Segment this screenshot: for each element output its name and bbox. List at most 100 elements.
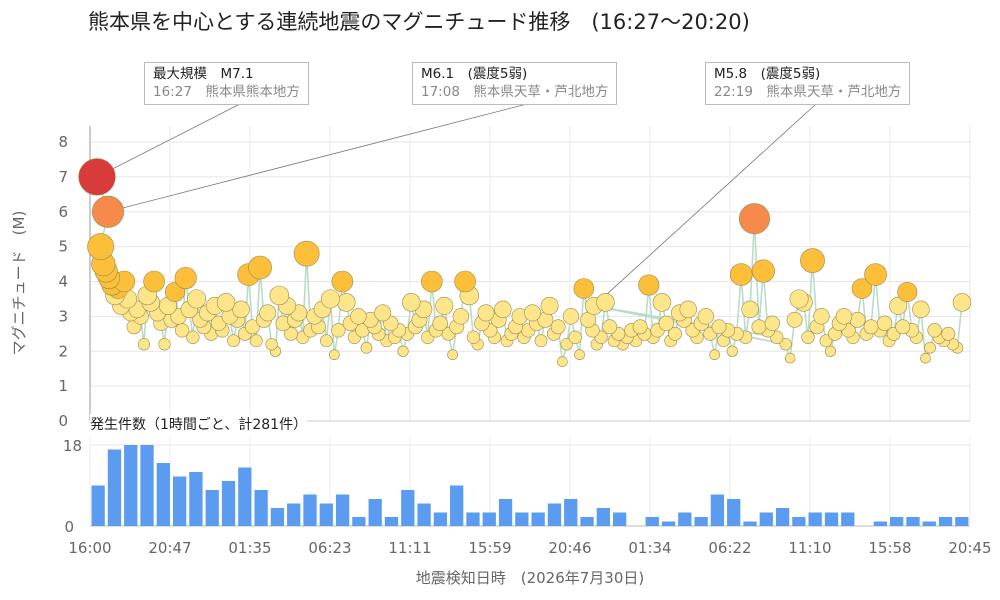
magnitude-point[interactable] bbox=[876, 315, 893, 332]
magnitude-point[interactable] bbox=[679, 300, 697, 319]
count-bar[interactable] bbox=[694, 517, 708, 526]
magnitude-point[interactable] bbox=[924, 341, 936, 354]
magnitude-point[interactable] bbox=[652, 293, 672, 312]
count-bar[interactable] bbox=[352, 517, 366, 526]
magnitude-point[interactable] bbox=[374, 304, 392, 322]
magnitude-point[interactable] bbox=[800, 248, 825, 273]
magnitude-point[interactable] bbox=[849, 311, 866, 328]
count-bar[interactable] bbox=[368, 499, 382, 526]
magnitude-point[interactable] bbox=[320, 289, 340, 309]
magnitude-point[interactable] bbox=[454, 270, 476, 293]
magnitude-point[interactable] bbox=[697, 308, 715, 325]
magnitude-point[interactable] bbox=[187, 289, 207, 309]
magnitude-point[interactable] bbox=[813, 308, 830, 325]
magnitude-point[interactable] bbox=[863, 319, 879, 335]
magnitude-point[interactable] bbox=[524, 304, 541, 322]
magnitude-point[interactable] bbox=[534, 334, 548, 348]
count-bar[interactable] bbox=[450, 485, 464, 527]
magnitude-point[interactable] bbox=[741, 300, 759, 319]
magnitude-point[interactable] bbox=[789, 289, 809, 309]
count-bar[interactable] bbox=[922, 521, 936, 527]
magnitude-point[interactable] bbox=[248, 255, 272, 280]
magnitude-point[interactable] bbox=[78, 158, 116, 196]
magnitude-point[interactable] bbox=[851, 278, 873, 299]
magnitude-point[interactable] bbox=[786, 311, 803, 328]
magnitude-point[interactable] bbox=[779, 338, 792, 351]
magnitude-point[interactable] bbox=[739, 203, 770, 235]
count-bar[interactable] bbox=[710, 494, 725, 527]
count-bar[interactable] bbox=[792, 517, 806, 526]
magnitude-point[interactable] bbox=[550, 319, 566, 335]
magnitude-point[interactable] bbox=[632, 319, 648, 335]
count-bar[interactable] bbox=[531, 512, 545, 527]
magnitude-point[interactable] bbox=[284, 326, 298, 341]
magnitude-point[interactable] bbox=[952, 293, 972, 312]
count-bar[interactable] bbox=[824, 512, 839, 527]
magnitude-point[interactable] bbox=[137, 338, 151, 351]
magnitude-point[interactable] bbox=[751, 259, 775, 283]
magnitude-point[interactable] bbox=[729, 263, 753, 286]
count-bar[interactable] bbox=[221, 481, 236, 526]
count-bar[interactable] bbox=[482, 512, 496, 527]
magnitude-point[interactable] bbox=[329, 349, 340, 361]
count-bar[interactable] bbox=[384, 517, 399, 526]
magnitude-point[interactable] bbox=[711, 319, 727, 335]
count-bar[interactable] bbox=[612, 512, 627, 527]
magnitude-point[interactable] bbox=[912, 300, 930, 319]
magnitude-point[interactable] bbox=[350, 308, 367, 325]
magnitude-point[interactable] bbox=[658, 315, 674, 332]
magnitude-point[interactable] bbox=[452, 308, 470, 325]
count-bar[interactable] bbox=[938, 517, 953, 526]
magnitude-point[interactable] bbox=[320, 334, 333, 348]
count-bar[interactable] bbox=[91, 485, 105, 527]
magnitude-point[interactable] bbox=[638, 274, 660, 296]
count-bar[interactable] bbox=[873, 521, 888, 527]
count-bar[interactable] bbox=[678, 512, 692, 527]
magnitude-point[interactable] bbox=[259, 304, 277, 322]
count-bar[interactable] bbox=[107, 449, 122, 527]
magnitude-point[interactable] bbox=[447, 349, 458, 361]
count-bar[interactable] bbox=[727, 499, 741, 526]
magnitude-point[interactable] bbox=[249, 334, 263, 348]
magnitude-point[interactable] bbox=[801, 330, 815, 344]
magnitude-point[interactable] bbox=[897, 281, 918, 302]
magnitude-point[interactable] bbox=[421, 270, 443, 293]
count-bar[interactable] bbox=[254, 490, 268, 526]
count-bar[interactable] bbox=[156, 463, 170, 526]
magnitude-point[interactable] bbox=[835, 308, 853, 325]
count-bar[interactable] bbox=[759, 512, 773, 527]
magnitude-point[interactable] bbox=[824, 345, 837, 357]
magnitude-point[interactable] bbox=[557, 356, 568, 368]
magnitude-point[interactable] bbox=[158, 338, 171, 351]
magnitude-point[interactable] bbox=[709, 349, 720, 361]
count-bar[interactable] bbox=[466, 512, 480, 527]
count-bar[interactable] bbox=[890, 517, 904, 526]
magnitude-point[interactable] bbox=[174, 266, 197, 290]
count-bar[interactable] bbox=[743, 521, 757, 527]
magnitude-point[interactable] bbox=[540, 296, 559, 315]
count-bar[interactable] bbox=[172, 476, 187, 527]
count-bar[interactable] bbox=[955, 517, 969, 526]
magnitude-point[interactable] bbox=[432, 315, 448, 332]
magnitude-point[interactable] bbox=[186, 330, 200, 344]
magnitude-point[interactable] bbox=[751, 319, 767, 335]
magnitude-point[interactable] bbox=[331, 270, 354, 293]
count-bar[interactable] bbox=[303, 494, 317, 527]
count-bar[interactable] bbox=[140, 445, 154, 526]
count-bar[interactable] bbox=[906, 517, 920, 526]
count-bar[interactable] bbox=[775, 508, 790, 526]
magnitude-point[interactable] bbox=[568, 330, 582, 344]
count-bar[interactable] bbox=[319, 503, 333, 527]
magnitude-point[interactable] bbox=[494, 300, 512, 319]
count-bar[interactable] bbox=[808, 512, 822, 527]
magnitude-point[interactable] bbox=[726, 345, 738, 357]
count-bar[interactable] bbox=[645, 517, 659, 526]
count-bar[interactable] bbox=[270, 508, 285, 526]
magnitude-point[interactable] bbox=[574, 349, 585, 361]
magnitude-point[interactable] bbox=[174, 323, 190, 338]
magnitude-point[interactable] bbox=[596, 293, 615, 312]
magnitude-point[interactable] bbox=[232, 300, 250, 319]
count-bar[interactable] bbox=[287, 503, 301, 527]
magnitude-point[interactable] bbox=[402, 293, 421, 312]
magnitude-point[interactable] bbox=[573, 278, 595, 299]
